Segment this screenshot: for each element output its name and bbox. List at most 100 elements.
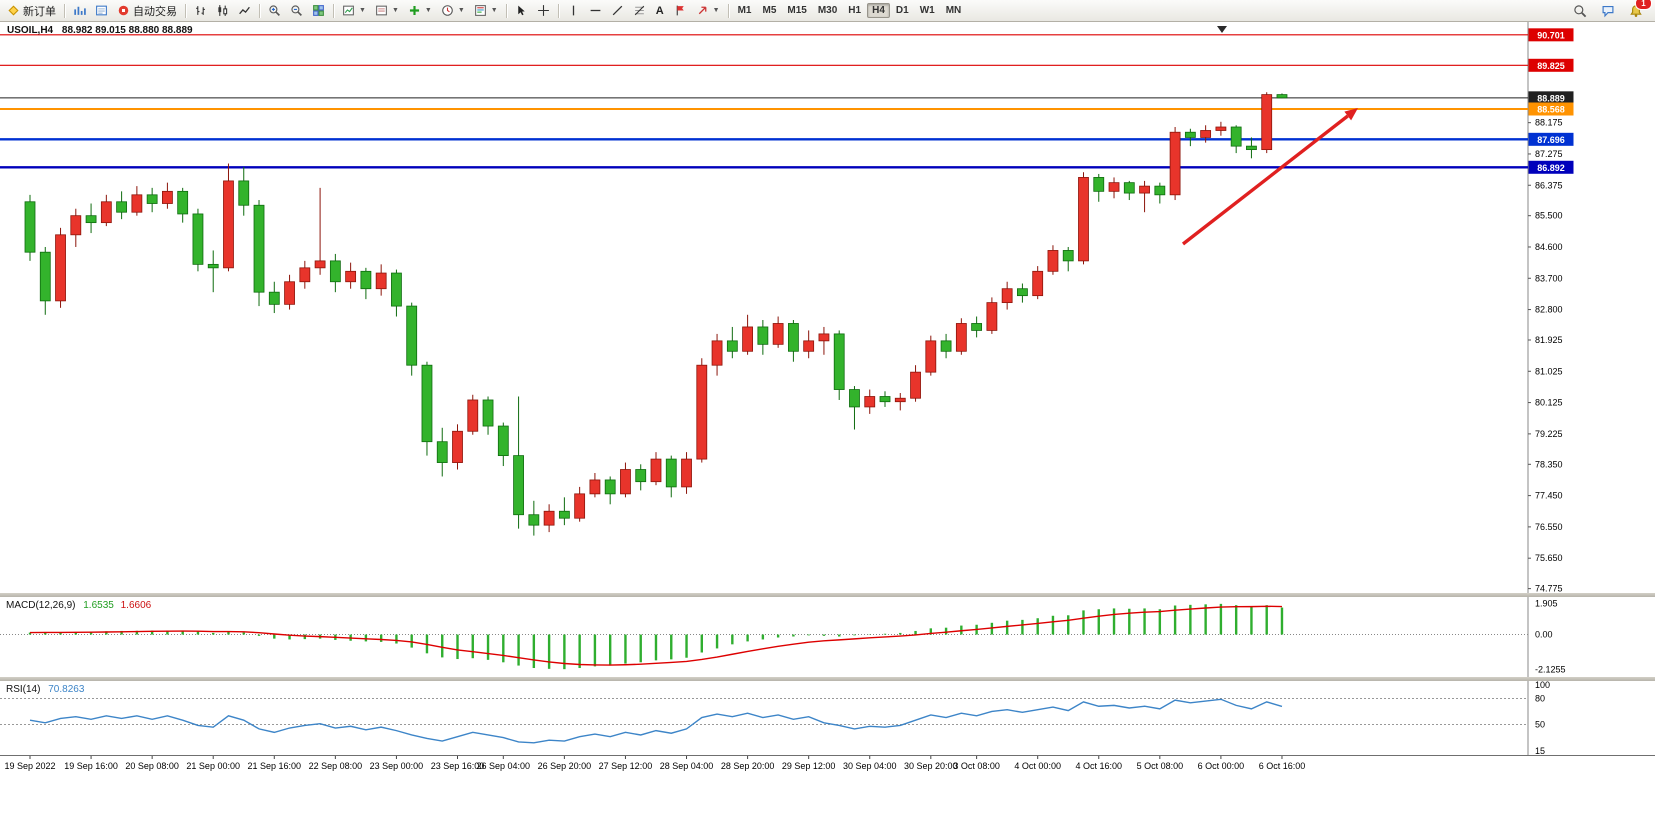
- new-order-label: 新订单: [23, 5, 56, 18]
- candle-body: [696, 364, 708, 460]
- candle-body: [116, 201, 128, 213]
- svg-text:78.350: 78.350: [1535, 459, 1563, 469]
- timeframe-w1[interactable]: W1: [919, 5, 935, 16]
- fibonacci-icon: [634, 5, 644, 16]
- svg-text:1.905: 1.905: [1535, 598, 1558, 608]
- timeframe-m30[interactable]: M30: [817, 5, 838, 16]
- svg-text:83.700: 83.700: [1535, 273, 1563, 283]
- timeframe-m5[interactable]: M5: [762, 5, 777, 16]
- timeframe-h4[interactable]: H4: [867, 3, 890, 18]
- svg-text:23 Sep 16:00: 23 Sep 16:00: [431, 761, 485, 771]
- macd-name: MACD(12,26,9): [6, 600, 76, 611]
- candle-body: [955, 323, 967, 352]
- rsi-panel[interactable]: 100 80 50 15: [0, 681, 1655, 755]
- svg-text:77.450: 77.450: [1535, 491, 1563, 501]
- chevron-down-icon: ▼: [712, 7, 720, 14]
- timeframe-group: M1 M5 M15 M30 H1 H4 D1 W1 MN: [733, 3, 967, 18]
- label-tool-button[interactable]: [670, 1, 691, 20]
- chat-button[interactable]: [1597, 1, 1619, 20]
- zoom-in-button[interactable]: [264, 1, 285, 20]
- chat-icon: [1602, 5, 1614, 17]
- candle-body: [467, 399, 479, 432]
- time-axis[interactable]: 19 Sep 2022 19 Sep 16:00 20 Sep 08:00 21 Se…: [0, 755, 1655, 776]
- macd-signal-line: [29, 605, 1282, 666]
- toolbar-separator: [505, 3, 507, 18]
- candle-body: [452, 430, 463, 463]
- rsi-value: 70.8263: [48, 684, 85, 695]
- candle-body: [192, 213, 204, 265]
- profiles-button[interactable]: ▼: [338, 1, 370, 20]
- time-axis-labels: 19 Sep 2022 19 Sep 16:00 20 Sep 08:00 21 Se…: [4, 756, 1305, 771]
- chevron-down-icon: ▼: [490, 7, 498, 14]
- panel-divider[interactable]: [0, 593, 1655, 597]
- cursor-button[interactable]: [511, 1, 532, 20]
- timeframe-d1[interactable]: D1: [895, 5, 909, 16]
- candle-body: [986, 302, 998, 331]
- timeframe-m1[interactable]: M1: [737, 5, 752, 16]
- ohlc-values-text: 88.982 89.015 88.880 88.889: [61, 25, 193, 36]
- candle-body: [1169, 131, 1181, 196]
- market-watch-button[interactable]: [69, 1, 90, 20]
- chart-candles-button[interactable]: [212, 1, 233, 20]
- main-price-chart[interactable]: 88.175 87.275 86.375 85.500 84.600 83.700 82.8…: [0, 21, 1655, 594]
- auto-trading-label: 自动交易: [133, 5, 177, 18]
- zoom-out-button[interactable]: [286, 1, 307, 20]
- svg-text:26 Sep 04:00: 26 Sep 04:00: [477, 761, 531, 771]
- candle-body: [482, 399, 494, 427]
- svg-text:74.775: 74.775: [1535, 584, 1563, 594]
- timeframe-mn[interactable]: MN: [945, 5, 962, 16]
- candle-body: [833, 333, 845, 390]
- svg-text:81.925: 81.925: [1535, 335, 1563, 345]
- notifications-button[interactable]: 1: [1625, 0, 1652, 20]
- candle-body: [574, 493, 586, 519]
- candle-body: [772, 323, 784, 345]
- candle-body: [24, 201, 36, 253]
- crosshair-button[interactable]: [533, 1, 554, 20]
- toolbar-separator: [259, 3, 260, 18]
- timeframe-h1[interactable]: H1: [848, 5, 862, 16]
- svg-text:89.825: 89.825: [1537, 61, 1565, 71]
- cursor-icon: [517, 5, 525, 16]
- text-tool-button[interactable]: A: [651, 1, 669, 20]
- new-order-button[interactable]: 新订单: [3, 1, 60, 20]
- chevron-down-icon: ▼: [359, 7, 366, 14]
- trendline-button[interactable]: [607, 1, 628, 20]
- candle-body: [391, 272, 402, 307]
- tile-windows-icon: [313, 5, 324, 16]
- search-button[interactable]: [1569, 1, 1591, 20]
- panel-divider[interactable]: [0, 677, 1655, 681]
- chart-line-button[interactable]: [234, 1, 255, 20]
- svg-text:4 Oct 00:00: 4 Oct 00:00: [1014, 761, 1061, 771]
- timeframe-m15[interactable]: M15: [787, 5, 807, 16]
- candle-body: [1001, 288, 1013, 304]
- templates-button[interactable]: ▼: [470, 1, 502, 20]
- chart-bars-button[interactable]: [190, 1, 211, 20]
- candle-body: [788, 323, 799, 352]
- periods-button[interactable]: ▼: [437, 1, 469, 20]
- candle-body: [1062, 250, 1074, 262]
- candle-body: [497, 425, 509, 457]
- add-indicator-icon: [409, 5, 419, 16]
- svg-text:80.125: 80.125: [1535, 398, 1563, 408]
- svg-text:87.696: 87.696: [1537, 135, 1565, 145]
- chart-shift-button[interactable]: ▼: [371, 1, 403, 20]
- candle-body: [894, 397, 906, 403]
- data-window-button[interactable]: [91, 1, 112, 20]
- tile-windows-button[interactable]: [308, 1, 329, 20]
- macd-panel[interactable]: 1.905 0.00 -2.1255: [0, 597, 1655, 677]
- trend-arrow-annotation: [1181, 108, 1358, 246]
- line-chart-icon: [239, 6, 250, 15]
- chevron-down-icon: ▼: [457, 7, 465, 14]
- candle-body: [635, 469, 647, 483]
- candle-body: [162, 190, 173, 204]
- rsi-name: RSI(14): [6, 684, 41, 695]
- horizontal-line-button[interactable]: [585, 1, 606, 20]
- svg-text:50: 50: [1535, 720, 1545, 730]
- vertical-line-button[interactable]: [563, 1, 584, 20]
- arrows-tool-button[interactable]: ▼: [692, 1, 724, 20]
- indicators-button[interactable]: ▼: [404, 1, 436, 20]
- rsi-line: [29, 698, 1283, 744]
- fibonacci-button[interactable]: [629, 1, 650, 20]
- macd-histogram: [28, 603, 1284, 670]
- auto-trading-button[interactable]: 自动交易: [113, 1, 181, 20]
